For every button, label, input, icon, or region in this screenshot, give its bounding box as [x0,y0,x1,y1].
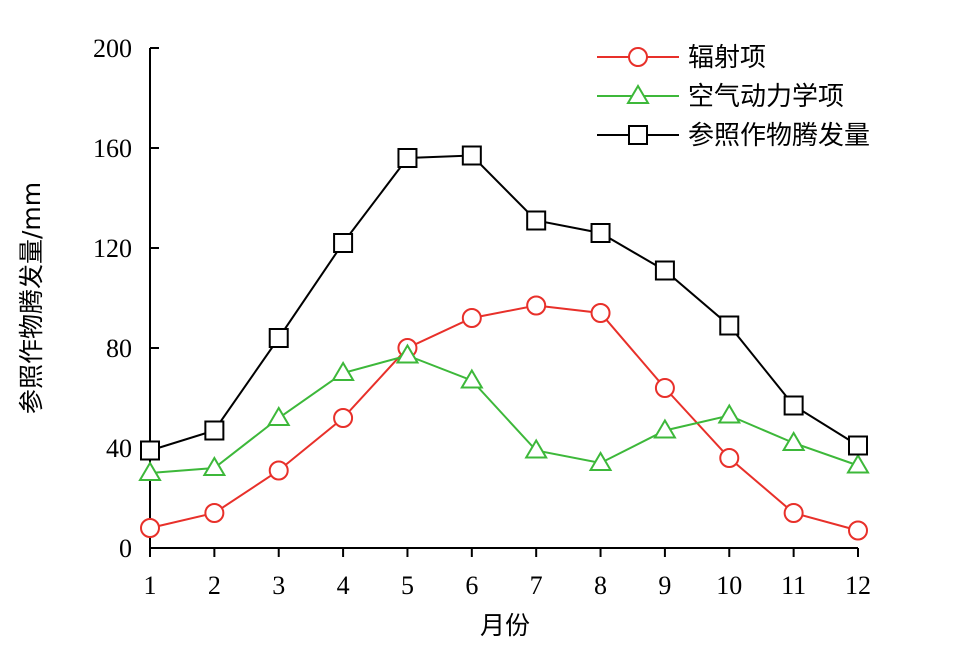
data-point [268,460,289,481]
data-point [526,295,547,316]
y-tick-label: 160 [93,134,132,163]
data-point [460,368,484,389]
data-point [654,260,675,281]
data-point [204,420,225,441]
data-point [461,145,482,166]
series-group [138,145,870,541]
legend-marker [626,84,650,104]
data-point [783,503,804,523]
x-tick-label: 9 [658,571,671,600]
data-point [719,315,740,336]
x-tick-label: 1 [144,571,157,600]
series-line [149,154,859,452]
x-tick-label: 5 [401,571,414,600]
data-point [717,403,742,424]
legend-item: 辐射项 [597,43,766,73]
x-tick-label: 7 [530,571,543,600]
x-tick-label: 12 [845,571,871,600]
legend-label: 参照作物腾发量 [688,121,870,151]
data-point [590,223,611,243]
data-point [333,233,354,253]
data-point [526,210,547,231]
data-point [783,395,804,416]
x-tick-label: 8 [594,571,607,600]
data-point [331,361,355,381]
data-point [266,406,291,426]
series-1 [140,295,868,541]
y-axis-title: 参照作物腾发量/mm [17,182,46,414]
legend-item: 空气动力学项 [597,82,844,112]
x-tick-label: 10 [716,571,742,600]
y-tick-label: 40 [106,434,132,463]
data-point [204,503,225,523]
data-point [848,435,868,456]
data-point [848,520,868,541]
x-tick-label: 4 [337,571,350,600]
y-tick-label: 200 [93,34,132,63]
data-point [461,308,482,328]
data-point [653,418,677,439]
data-point [395,343,420,364]
data-point [590,303,611,323]
x-tick-label: 2 [208,571,221,600]
series-3 [140,145,868,461]
x-tick-label: 6 [465,571,478,600]
x-axis-title: 月份 [480,611,530,640]
legend-label: 空气动力学项 [688,82,844,112]
legend-label: 辐射项 [688,43,766,73]
data-point [781,431,806,451]
y-tick-label: 0 [119,534,132,563]
x-tick-label: 3 [272,571,285,600]
data-point [268,328,289,348]
series-line [149,354,859,474]
data-point [202,456,227,476]
data-point [719,448,740,468]
data-point [524,438,548,459]
series-line [149,304,859,532]
data-point [654,378,675,398]
y-tick-label: 80 [106,334,132,363]
series-2 [138,343,870,481]
data-point [397,148,418,168]
data-point [140,440,160,461]
data-point [846,453,870,474]
x-tick-label: 11 [781,571,806,600]
data-point [138,461,162,481]
y-tick-label: 120 [93,234,132,263]
legend-marker [628,47,648,67]
legend-marker [628,125,648,145]
data-point [588,451,613,471]
data-point [140,518,160,538]
data-point [333,408,354,428]
legend-item: 参照作物腾发量 [597,121,870,151]
